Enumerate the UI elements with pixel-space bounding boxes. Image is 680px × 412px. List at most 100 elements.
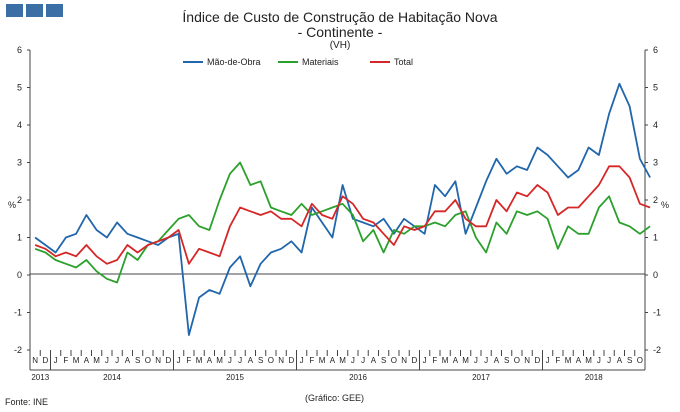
logo-square <box>6 4 23 17</box>
x-month-label: D <box>411 356 417 365</box>
x-month-label: A <box>453 356 459 365</box>
x-month-label: J <box>54 356 58 365</box>
y-tick-label-left: -2 <box>14 345 22 355</box>
x-month-label: M <box>216 356 223 365</box>
x-month-label: N <box>401 356 407 365</box>
legend-label: Total <box>394 57 413 67</box>
y-tick-label-right: 5 <box>653 83 658 93</box>
y-tick-label-left: 0 <box>17 270 22 280</box>
x-month-label: J <box>423 356 427 365</box>
y-tick-label-left: 6 <box>17 45 22 55</box>
credit-note: (Gráfico: GEE) <box>305 393 365 403</box>
x-month-label: F <box>309 356 314 365</box>
x-month-label: S <box>381 356 386 365</box>
y-axis-label-right: % <box>661 200 669 210</box>
x-month-label: A <box>207 356 213 365</box>
y-tick-label-left: 2 <box>17 195 22 205</box>
logo-square <box>46 4 63 17</box>
y-tick-label-right: 0 <box>653 270 658 280</box>
x-month-label: S <box>504 356 509 365</box>
x-year-label: 2016 <box>349 373 367 382</box>
x-month-label: S <box>135 356 140 365</box>
y-tick-label-right: -2 <box>653 345 661 355</box>
x-month-label: A <box>84 356 90 365</box>
x-month-label: N <box>155 356 161 365</box>
x-month-label: J <box>484 356 488 365</box>
x-month-label: F <box>432 356 437 365</box>
x-month-label: O <box>145 356 151 365</box>
y-tick-label-left: 4 <box>17 120 22 130</box>
x-month-label: A <box>617 356 623 365</box>
y-tick-label-right: 6 <box>653 45 658 55</box>
x-year-label: 2017 <box>472 373 490 382</box>
x-month-label: J <box>546 356 550 365</box>
y-tick-label-right: 3 <box>653 158 658 168</box>
x-month-label: J <box>105 356 109 365</box>
x-month-label: D <box>165 356 171 365</box>
x-month-label: J <box>228 356 232 365</box>
x-month-label: M <box>462 356 469 365</box>
x-month-label: A <box>371 356 377 365</box>
ine-logo <box>6 4 63 17</box>
x-month-label: D <box>534 356 540 365</box>
x-month-label: A <box>576 356 582 365</box>
x-month-label: M <box>442 356 449 365</box>
x-month-label: J <box>115 356 119 365</box>
x-month-label: F <box>555 356 560 365</box>
x-month-label: J <box>351 356 355 365</box>
y-tick-label-left: -1 <box>14 308 22 318</box>
x-month-label: F <box>63 356 68 365</box>
y-tick-label-left: 1 <box>17 233 22 243</box>
x-month-label: M <box>339 356 346 365</box>
x-year-label: 2013 <box>31 373 49 382</box>
x-month-label: M <box>585 356 592 365</box>
x-month-label: S <box>627 356 632 365</box>
x-month-label: N <box>278 356 284 365</box>
y-axis-label-left: % <box>8 200 16 210</box>
x-month-label: J <box>597 356 601 365</box>
series-line <box>34 161 651 284</box>
x-month-label: J <box>474 356 478 365</box>
y-tick-label-left: 5 <box>17 83 22 93</box>
x-month-label: S <box>258 356 263 365</box>
series-line <box>34 82 651 336</box>
x-month-label: M <box>319 356 326 365</box>
x-month-label: M <box>93 356 100 365</box>
x-month-label: O <box>637 356 643 365</box>
x-month-label: A <box>494 356 500 365</box>
legend-label: Mão-de-Obra <box>207 57 261 67</box>
x-month-label: D <box>288 356 294 365</box>
x-month-label: F <box>186 356 191 365</box>
chart-subtitle: - Continente - <box>297 24 383 40</box>
legend-label: Materiais <box>302 57 339 67</box>
x-month-label: O <box>268 356 274 365</box>
x-month-label: M <box>73 356 80 365</box>
series-line <box>34 165 651 265</box>
y-tick-label-right: 4 <box>653 120 658 130</box>
chart-title: Índice de Custo de Construção de Habitaç… <box>182 9 498 25</box>
x-month-label: D <box>42 356 48 365</box>
x-month-label: A <box>330 356 336 365</box>
x-month-label: J <box>238 356 242 365</box>
x-month-label: J <box>177 356 181 365</box>
source-note: Fonte: INE <box>5 397 49 407</box>
x-month-label: M <box>196 356 203 365</box>
logo-square <box>26 4 43 17</box>
x-month-label: N <box>524 356 530 365</box>
x-year-label: 2018 <box>585 373 603 382</box>
x-month-label: J <box>361 356 365 365</box>
x-month-label: A <box>125 356 131 365</box>
chart-unit: (VH) <box>329 40 351 51</box>
x-month-label: O <box>391 356 397 365</box>
x-month-label: J <box>300 356 304 365</box>
x-year-label: 2014 <box>103 373 121 382</box>
x-year-label: 2015 <box>226 373 244 382</box>
x-month-label: N <box>32 356 38 365</box>
y-tick-label-right: 1 <box>653 233 658 243</box>
x-month-label: M <box>565 356 572 365</box>
y-tick-label-right: 2 <box>653 195 658 205</box>
x-month-label: A <box>248 356 254 365</box>
x-month-label: O <box>514 356 520 365</box>
y-tick-label-right: -1 <box>653 308 661 318</box>
